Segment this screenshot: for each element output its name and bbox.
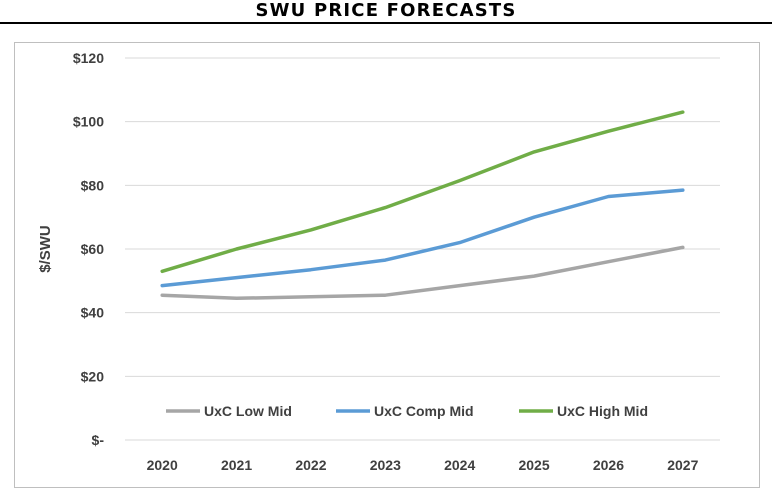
x-tick-label: 2026 — [593, 457, 624, 473]
series-line-1 — [160, 188, 685, 288]
x-tick-label: 2022 — [295, 457, 326, 473]
series-line-0 — [160, 245, 685, 301]
x-tick-label: 2025 — [518, 457, 549, 473]
title-underline — [0, 22, 772, 24]
y-axis-label: $/SWU — [37, 225, 54, 273]
chart-title: SWU PRICE FORECASTS — [255, 0, 517, 21]
y-tick-label: $60 — [81, 241, 105, 257]
y-tick-label: $- — [92, 432, 105, 448]
gridlines — [125, 57, 720, 441]
y-tick-label: $120 — [73, 50, 104, 66]
y-tick-label: $40 — [81, 305, 105, 321]
y-tick-label: $20 — [81, 368, 105, 384]
legend-label: UxC Low Mid — [204, 403, 292, 419]
legend-label: UxC Comp Mid — [374, 403, 474, 419]
x-axis-ticks: 2020 2021 2022 2023 2024 2025 2026 2027 — [147, 457, 699, 473]
legend-label: UxC High Mid — [557, 403, 648, 419]
y-tick-label: $100 — [73, 114, 104, 130]
chart-frame — [14, 42, 760, 488]
series-line-2 — [160, 110, 685, 274]
y-axis-ticks: $- $20 $40 $60 $80 $100 $120 — [73, 50, 104, 448]
x-tick-label: 2024 — [444, 457, 475, 473]
y-tick-label: $80 — [81, 177, 105, 193]
x-tick-label: 2021 — [221, 457, 252, 473]
series-lines — [160, 110, 685, 301]
legend: UxC Low Mid UxC Comp Mid UxC High Mid — [166, 403, 648, 419]
x-tick-label: 2027 — [667, 457, 698, 473]
x-tick-label: 2020 — [147, 457, 178, 473]
x-tick-label: 2023 — [370, 457, 401, 473]
